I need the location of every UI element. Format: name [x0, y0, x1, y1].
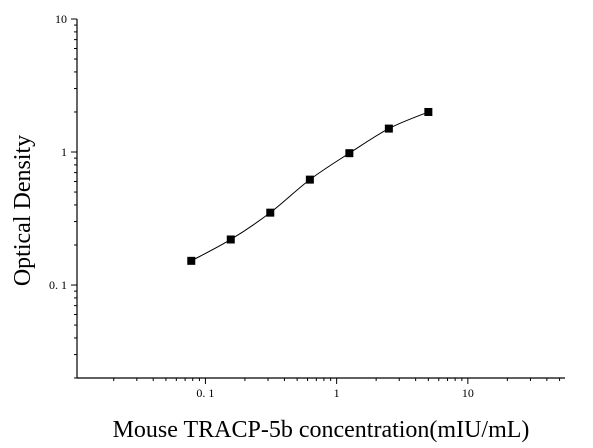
y-tick-label: 1: [61, 145, 67, 159]
ticks: 0. 1 1 10 0. 1 1 10: [49, 12, 561, 400]
data-point: [266, 208, 275, 217]
data-point: [345, 149, 354, 158]
data-points: [187, 107, 433, 265]
x-tick-label: 1: [334, 386, 340, 400]
data-point: [305, 175, 314, 184]
data-point: [384, 124, 393, 133]
data-point: [187, 256, 196, 265]
x-tick-label: 10: [462, 386, 474, 400]
y-axis-title: Optical Density: [10, 135, 36, 286]
data-point: [424, 107, 433, 116]
x-tick-label: 0. 1: [196, 386, 214, 400]
axes: [76, 19, 565, 379]
y-tick-label: 10: [55, 12, 67, 26]
data-point: [226, 235, 235, 244]
x-axis-title: Mouse TRACP-5b concentration(mIU/mL): [113, 417, 530, 443]
y-tick-label: 0. 1: [49, 278, 67, 292]
